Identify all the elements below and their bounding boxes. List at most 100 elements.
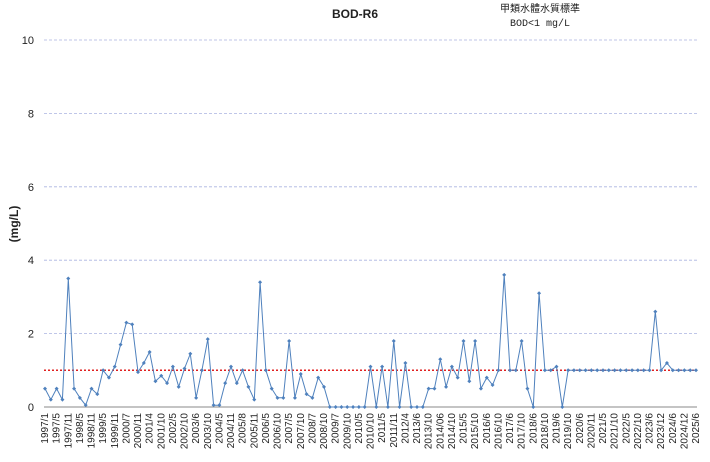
data-point	[676, 368, 681, 373]
data-point	[444, 384, 449, 389]
x-tick-label: 2013/10	[424, 413, 435, 450]
data-point	[531, 405, 536, 409]
data-point	[670, 368, 675, 373]
x-tick-label: 2008/10	[319, 413, 330, 450]
data-point	[583, 368, 588, 373]
data-point	[496, 368, 501, 373]
x-tick-label: 2015/10	[470, 413, 481, 450]
x-tick-label: 2007/5	[284, 413, 295, 444]
data-point	[118, 342, 123, 347]
x-tick-label: 2022/5	[621, 413, 632, 444]
data-point	[420, 405, 425, 409]
data-point	[246, 384, 251, 389]
x-tick-label: 2020/11	[586, 413, 597, 449]
series-line	[44, 274, 696, 408]
x-tick-label: 2017/6	[505, 413, 516, 444]
data-point	[601, 368, 605, 373]
data-point	[502, 272, 507, 277]
data-point	[72, 386, 77, 391]
data-point	[339, 405, 344, 409]
x-tick-label: 2025/6	[691, 413, 702, 444]
x-tick-label: 2011/5	[377, 413, 388, 443]
data-point	[112, 364, 117, 369]
x-tick-label: 2024/6	[668, 413, 679, 444]
data-point	[240, 368, 245, 373]
x-tick-label: 2009/10	[342, 413, 353, 450]
data-point	[519, 338, 524, 343]
data-point	[368, 364, 373, 369]
data-point	[281, 395, 286, 400]
data-point	[234, 381, 239, 386]
x-tick-label: 2005/8	[238, 413, 249, 444]
x-tick-label: 2022/10	[633, 413, 644, 450]
data-point	[508, 368, 512, 373]
x-tick-label: 2001/10	[156, 413, 167, 450]
data-point	[461, 338, 466, 343]
data-point	[409, 405, 414, 409]
x-tick-label: 1997/11	[63, 413, 74, 449]
data-point	[525, 386, 530, 391]
data-point	[664, 360, 669, 365]
data-point	[624, 368, 629, 373]
data-point	[101, 368, 106, 373]
x-tick-label: 2003/10	[203, 413, 214, 450]
data-point	[612, 368, 617, 373]
data-point	[473, 338, 478, 343]
x-tick-label: 1997/5	[52, 413, 63, 444]
x-tick-label: 2021/5	[598, 413, 609, 444]
x-tick-label: 2018/10	[540, 413, 551, 450]
data-point	[95, 392, 100, 397]
x-tick-label: 2019/6	[552, 413, 563, 444]
x-tick-label: 2001/4	[145, 413, 156, 444]
x-tick-label: 2007/10	[296, 413, 307, 450]
data-point	[560, 405, 565, 409]
data-point	[688, 368, 693, 373]
data-point	[292, 395, 297, 400]
data-point	[252, 397, 257, 402]
annotation: 甲類水體水質標準	[500, 2, 580, 15]
x-tick-label: 2015/5	[459, 413, 470, 444]
data-point	[217, 403, 222, 408]
annotation: BOD<1 mg/L	[510, 18, 570, 30]
data-point	[548, 368, 553, 373]
x-tick-label: 2003/6	[191, 413, 202, 444]
data-point	[223, 381, 228, 386]
y-tick-label: 2	[28, 329, 34, 341]
x-tick-label: 1999/5	[98, 413, 109, 444]
data-point	[176, 384, 181, 389]
data-point	[566, 368, 571, 373]
x-tick-label: 2004/11	[226, 413, 237, 449]
data-point	[258, 280, 263, 285]
x-tick-label: 2005/11	[249, 413, 260, 449]
data-point	[298, 371, 303, 376]
data-point	[316, 375, 321, 380]
x-tick-label: 1998/11	[87, 413, 98, 449]
data-point	[275, 395, 280, 400]
x-tick-label: 2014/10	[447, 413, 458, 450]
data-point	[130, 322, 135, 327]
data-point	[415, 405, 419, 409]
data-point	[48, 397, 53, 402]
data-point	[438, 357, 443, 362]
data-point	[310, 395, 315, 400]
data-point	[194, 395, 199, 400]
data-point	[426, 386, 431, 391]
x-tick-label: 2009/7	[331, 413, 342, 444]
data-point	[635, 368, 640, 373]
data-point	[327, 405, 332, 409]
data-point	[263, 368, 268, 373]
x-tick-label: 2013/6	[412, 413, 423, 444]
x-tick-label: 2011/11	[389, 413, 400, 448]
x-tick-label: 2016/10	[493, 413, 504, 450]
data-point	[577, 368, 582, 373]
data-point	[455, 375, 460, 380]
data-point	[595, 368, 600, 373]
data-point	[653, 309, 658, 314]
data-point	[537, 291, 542, 296]
data-point	[618, 368, 623, 373]
x-tick-label: 2023/6	[645, 413, 656, 444]
data-point	[362, 405, 367, 409]
x-tick-label: 2021/10	[610, 413, 621, 450]
data-point	[287, 338, 292, 343]
